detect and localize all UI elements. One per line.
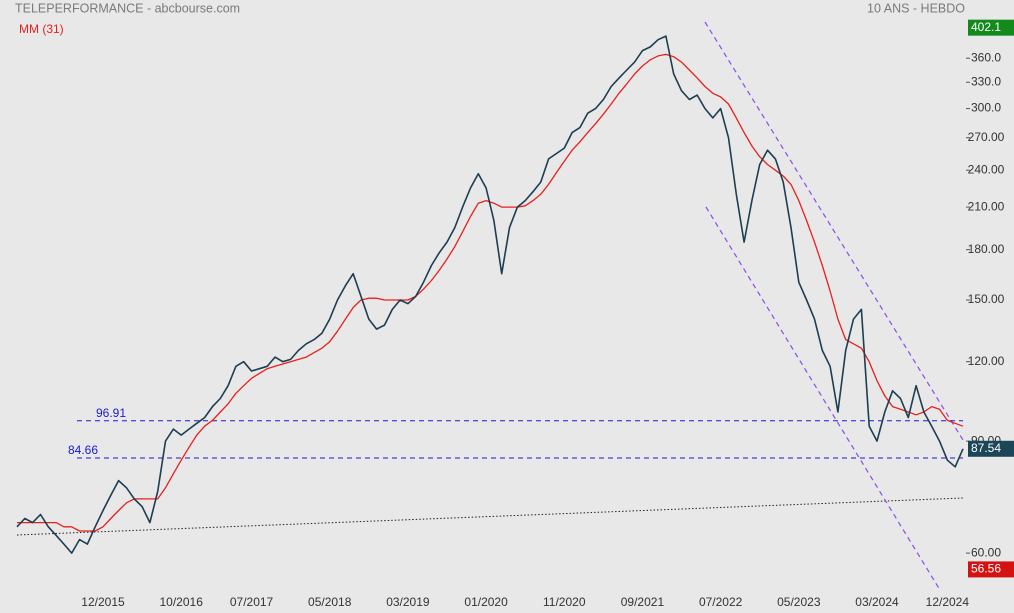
chart-subtitle: 10 ANS - HEBDO <box>867 1 965 15</box>
x-tick-label: 10/2016 <box>159 595 203 609</box>
y-tick-label: 210.00 <box>968 199 1005 213</box>
y-tick-label: 300.0 <box>971 101 1001 115</box>
x-tick-label: 05/2023 <box>777 595 821 609</box>
price-marker-label: 87.54 <box>971 441 1001 455</box>
x-tick-label: 12/2024 <box>926 595 970 609</box>
chart-title: TELEPERFORMANCE - abcbourse.com <box>15 1 240 15</box>
price-marker <box>968 440 1014 457</box>
trend-line <box>16 497 964 536</box>
price-marker-label: 402.1 <box>971 20 1001 34</box>
price-marker <box>968 561 1014 578</box>
channel-lower <box>705 206 941 591</box>
y-tick-label: 270.00 <box>968 130 1005 144</box>
y-tick-label: 330.0 <box>971 74 1001 88</box>
y-tick-label: 60.00 <box>971 545 1001 559</box>
y-tick-label: 240.00 <box>968 162 1005 176</box>
level-label: 96.91 <box>96 406 126 420</box>
channel-upper <box>704 21 964 441</box>
y-tick-label: 360.0 <box>971 50 1001 64</box>
y-tick-label: 120.00 <box>968 354 1005 368</box>
x-tick-label: 07/2017 <box>230 595 274 609</box>
x-tick-label: 09/2021 <box>621 595 665 609</box>
x-tick-label: 11/2020 <box>543 595 586 609</box>
x-tick-label: 12/2015 <box>81 595 125 609</box>
price-marker <box>968 19 1014 36</box>
price-marker-label: 56.56 <box>971 562 1001 576</box>
x-tick-label: 03/2019 <box>386 595 430 609</box>
x-tick-label: 03/2024 <box>855 595 899 609</box>
y-tick-label: 180.00 <box>968 242 1005 256</box>
series-line <box>16 35 964 554</box>
x-tick-label: 07/2022 <box>699 595 743 609</box>
level-label: 84.66 <box>68 443 98 457</box>
x-tick-label: 01/2020 <box>464 595 508 609</box>
y-tick-label: 150.00 <box>968 292 1005 306</box>
legend-entry: MM (31) <box>19 22 64 36</box>
x-tick-label: 05/2018 <box>308 595 352 609</box>
